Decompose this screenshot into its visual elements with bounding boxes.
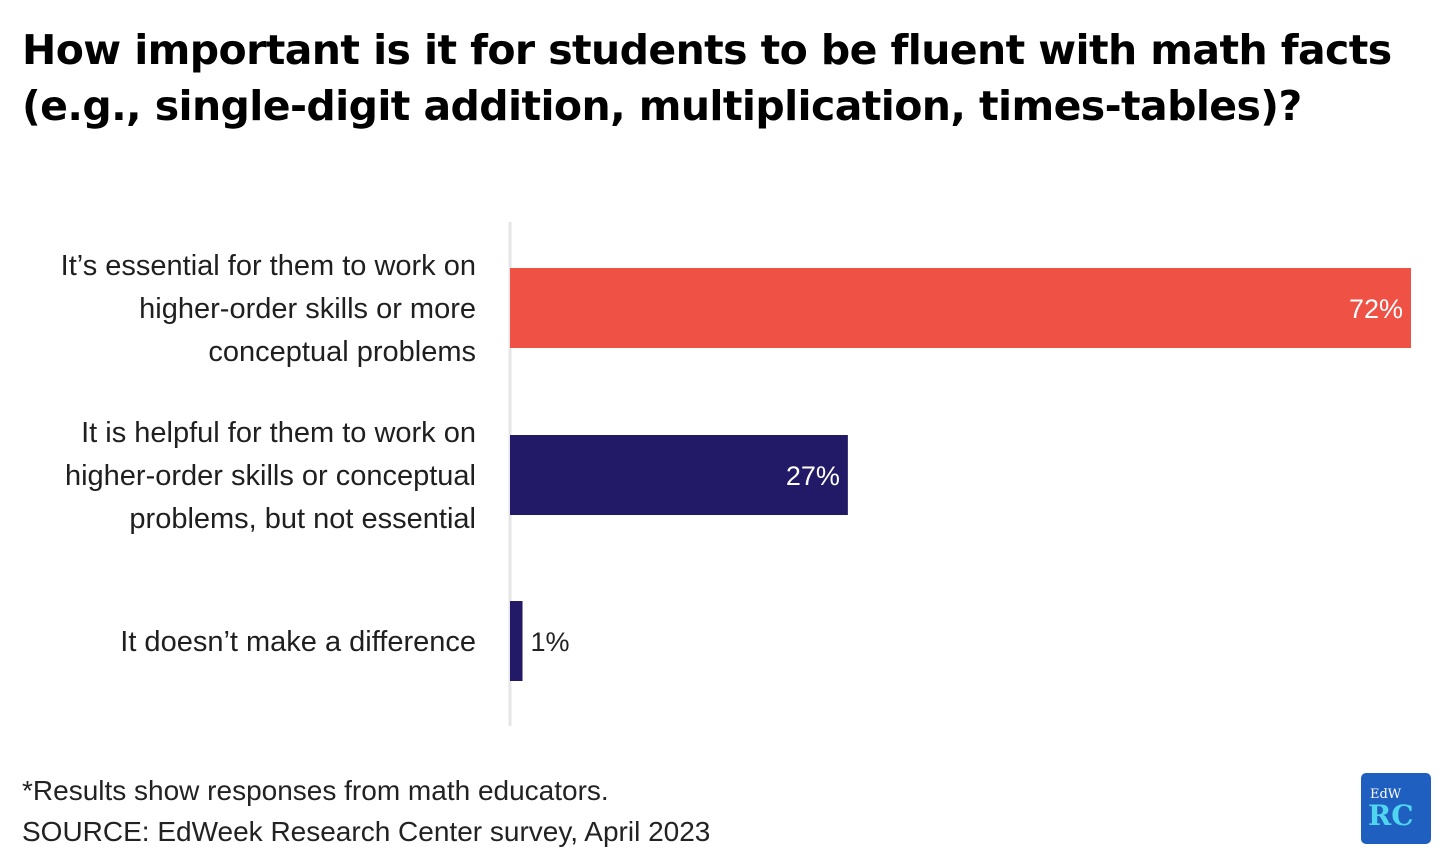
bar-value-label-1: 72%: [1349, 294, 1403, 324]
category-label-1-line-2: higher-order skills or more: [139, 293, 476, 325]
bar-1: [510, 268, 1411, 348]
category-label-3-line-1: It doesn’t make a difference: [120, 626, 476, 658]
category-label-1-line-3: conceptual problems: [208, 336, 476, 368]
bar-value-label-3: 1%: [531, 627, 570, 657]
bars-layer: 72% It’s essential for them to work on hig…: [61, 250, 1411, 681]
category-label-2-line-2: higher-order skills or conceptual: [65, 460, 476, 492]
bar-value-label-2: 27%: [786, 461, 840, 491]
category-label-1-line-1: It’s essential for them to work on: [61, 250, 476, 282]
logo-text-top: EdW: [1370, 787, 1402, 802]
source-note: SOURCE: EdWeek Research Center survey, A…: [22, 816, 711, 847]
footnote: *Results show responses from math educat…: [22, 775, 609, 806]
category-label-2-line-1: It is helpful for them to work on: [81, 417, 476, 449]
bar-3: [510, 601, 523, 681]
bar-2: [510, 435, 848, 515]
chart-title: How important is it for students to be f…: [22, 26, 1392, 130]
edweek-research-center-logo: EdW RC: [1361, 773, 1431, 844]
category-label-2-line-3: problems, but not essential: [129, 503, 476, 535]
logo-text-bottom: RC: [1368, 799, 1414, 832]
